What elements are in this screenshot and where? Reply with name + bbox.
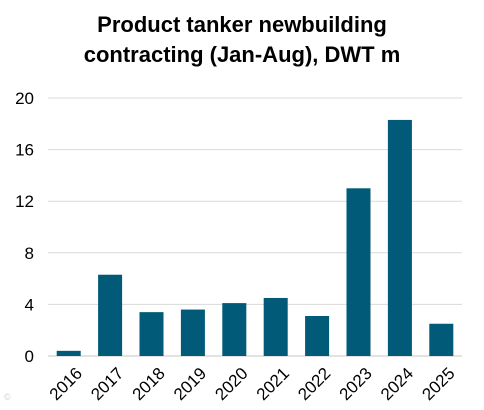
bar-2019 bbox=[180, 309, 205, 356]
bar-2022 bbox=[305, 316, 330, 356]
y-tick-label: 16 bbox=[15, 141, 34, 160]
x-tick-label-2019: 2019 bbox=[170, 364, 210, 404]
y-tick-label: 4 bbox=[25, 295, 34, 314]
x-tick-label-2021: 2021 bbox=[253, 364, 293, 404]
chart-title: Product tanker newbuilding contracting (… bbox=[0, 10, 484, 70]
bar-2024 bbox=[387, 119, 412, 357]
chart-title-line-2: contracting (Jan-Aug), DWT m bbox=[83, 42, 401, 67]
bar-2016 bbox=[56, 350, 81, 356]
x-tick-label-2017: 2017 bbox=[87, 364, 127, 404]
bar-2025 bbox=[429, 323, 454, 356]
y-tick-label: 0 bbox=[25, 347, 34, 366]
x-tick-label-2020: 2020 bbox=[211, 364, 251, 404]
bar-2020 bbox=[222, 303, 247, 356]
bar-2023 bbox=[346, 188, 371, 356]
y-tick-label: 12 bbox=[15, 192, 34, 211]
x-tick-label-2023: 2023 bbox=[336, 364, 376, 404]
bars bbox=[56, 119, 454, 357]
chart-title-line-1: Product tanker newbuilding bbox=[97, 12, 387, 37]
x-tick-label-2016: 2016 bbox=[46, 364, 86, 404]
y-tick-label: 20 bbox=[15, 89, 34, 108]
y-tick-label: 8 bbox=[25, 244, 34, 263]
x-tick-label-2025: 2025 bbox=[418, 364, 458, 404]
y-axis-tick-labels: 0 4 8 12 16 20 bbox=[15, 89, 34, 366]
bar-2017 bbox=[98, 274, 123, 356]
x-axis-tick-labels: 2016 2017 2018 2019 2020 2021 2022 2023 2024 2025 bbox=[46, 364, 459, 404]
bar-2018 bbox=[139, 312, 164, 356]
x-tick-label-2018: 2018 bbox=[129, 364, 169, 404]
x-tick-label-2024: 2024 bbox=[377, 364, 417, 404]
watermark: © bbox=[4, 392, 11, 402]
x-tick-label-2022: 2022 bbox=[294, 364, 334, 404]
bar-2021 bbox=[263, 297, 288, 356]
